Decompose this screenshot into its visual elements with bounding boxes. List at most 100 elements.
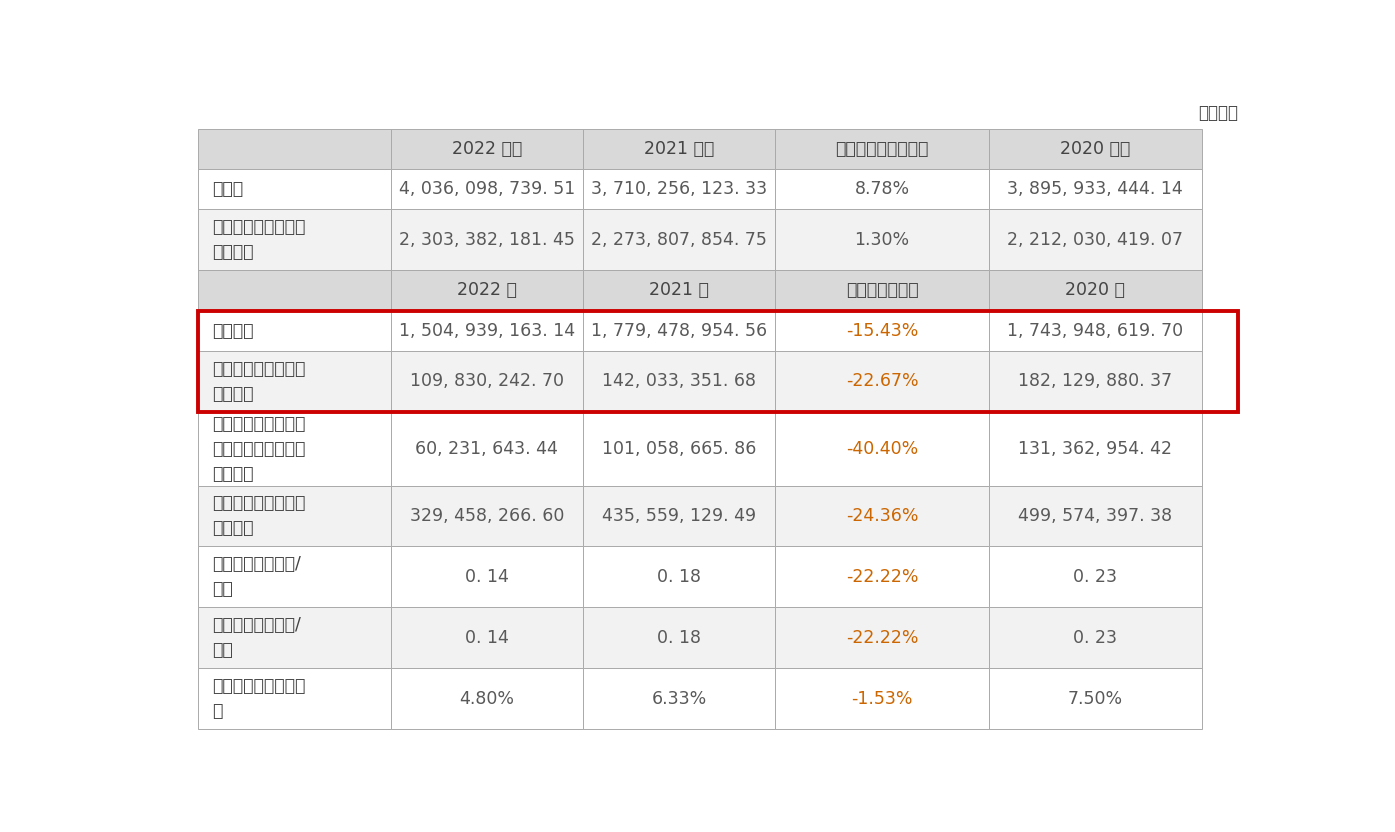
- Bar: [583, 412, 776, 486]
- Bar: [776, 412, 989, 486]
- Text: 归属于上市公司股东
的净资产: 归属于上市公司股东 的净资产: [212, 218, 306, 261]
- Text: 0. 18: 0. 18: [657, 567, 702, 586]
- Bar: [391, 607, 583, 668]
- Text: -15.43%: -15.43%: [845, 322, 918, 339]
- Bar: [583, 270, 776, 310]
- Text: 182, 129, 880. 37: 182, 129, 880. 37: [1018, 373, 1172, 390]
- Bar: [583, 129, 776, 169]
- Text: 7.50%: 7.50%: [1067, 690, 1123, 707]
- Text: 2, 212, 030, 419. 07: 2, 212, 030, 419. 07: [1007, 230, 1183, 249]
- Bar: [776, 210, 989, 270]
- Text: -24.36%: -24.36%: [845, 507, 918, 525]
- Text: 2, 303, 382, 181. 45: 2, 303, 382, 181. 45: [399, 230, 575, 249]
- Text: 109, 830, 242. 70: 109, 830, 242. 70: [410, 373, 564, 390]
- Text: 1, 743, 948, 619. 70: 1, 743, 948, 619. 70: [1007, 322, 1183, 339]
- Bar: [776, 607, 989, 668]
- Text: 归属于上市公司股东
的扣除非经常性损益
的净利润: 归属于上市公司股东 的扣除非经常性损益 的净利润: [212, 414, 306, 483]
- Bar: [583, 486, 776, 547]
- Bar: [989, 169, 1202, 210]
- Bar: [776, 270, 989, 310]
- Text: 2022 年末: 2022 年末: [452, 140, 522, 158]
- Text: 0. 14: 0. 14: [465, 567, 509, 586]
- Bar: [391, 547, 583, 607]
- Bar: [583, 310, 776, 351]
- Bar: [989, 607, 1202, 668]
- Text: 4.80%: 4.80%: [459, 690, 515, 707]
- Bar: [198, 486, 391, 547]
- Bar: [391, 129, 583, 169]
- Bar: [198, 351, 391, 412]
- Bar: [391, 412, 583, 486]
- Text: 总资产: 总资产: [212, 181, 243, 198]
- Bar: [989, 351, 1202, 412]
- Bar: [198, 547, 391, 607]
- Bar: [391, 310, 583, 351]
- Bar: [583, 351, 776, 412]
- Text: 60, 231, 643. 44: 60, 231, 643. 44: [416, 439, 558, 458]
- Text: 101, 058, 665. 86: 101, 058, 665. 86: [603, 439, 756, 458]
- Bar: [776, 547, 989, 607]
- Text: 2021 年: 2021 年: [649, 281, 709, 300]
- Bar: [776, 486, 989, 547]
- Text: 3, 895, 933, 444. 14: 3, 895, 933, 444. 14: [1007, 181, 1183, 198]
- Text: -22.22%: -22.22%: [845, 567, 918, 586]
- Bar: [198, 607, 391, 668]
- Text: 1, 504, 939, 163. 14: 1, 504, 939, 163. 14: [399, 322, 575, 339]
- Bar: [198, 169, 391, 210]
- Text: 2, 273, 807, 854. 75: 2, 273, 807, 854. 75: [591, 230, 767, 249]
- Bar: [198, 310, 391, 351]
- Text: 本年比上年增减: 本年比上年增减: [845, 281, 918, 300]
- Bar: [391, 351, 583, 412]
- Bar: [198, 210, 391, 270]
- Bar: [776, 668, 989, 729]
- Text: 基本每股收益（元/
股）: 基本每股收益（元/ 股）: [212, 555, 301, 598]
- Bar: [391, 169, 583, 210]
- Text: 加权平均净资产收益
率: 加权平均净资产收益 率: [212, 677, 306, 720]
- Bar: [583, 169, 776, 210]
- Bar: [583, 547, 776, 607]
- Text: 131, 362, 954. 42: 131, 362, 954. 42: [1018, 439, 1172, 458]
- Bar: [583, 210, 776, 270]
- Text: 0. 14: 0. 14: [465, 629, 509, 646]
- Text: 499, 574, 397. 38: 499, 574, 397. 38: [1018, 507, 1172, 525]
- Text: 单位：元: 单位：元: [1198, 104, 1239, 122]
- Bar: [391, 486, 583, 547]
- Bar: [989, 310, 1202, 351]
- Bar: [391, 270, 583, 310]
- Bar: [776, 169, 989, 210]
- Text: 4, 036, 098, 739. 51: 4, 036, 098, 739. 51: [399, 181, 575, 198]
- Bar: [776, 310, 989, 351]
- Bar: [989, 668, 1202, 729]
- Text: -22.67%: -22.67%: [845, 373, 918, 390]
- Text: 1, 779, 478, 954. 56: 1, 779, 478, 954. 56: [591, 322, 767, 339]
- Text: 142, 033, 351. 68: 142, 033, 351. 68: [603, 373, 756, 390]
- Text: -1.53%: -1.53%: [851, 690, 912, 707]
- Text: 0. 18: 0. 18: [657, 629, 702, 646]
- Bar: [198, 668, 391, 729]
- Bar: [989, 547, 1202, 607]
- Text: 稀释每股收益（元/
股）: 稀释每股收益（元/ 股）: [212, 617, 301, 659]
- Text: 2021 年末: 2021 年末: [644, 140, 714, 158]
- Text: 归属于上市公司股东
的净利润: 归属于上市公司股东 的净利润: [212, 360, 306, 403]
- Text: 2022 年: 2022 年: [456, 281, 516, 300]
- Bar: [776, 129, 989, 169]
- Bar: [989, 270, 1202, 310]
- Bar: [776, 351, 989, 412]
- Bar: [583, 668, 776, 729]
- Text: 0. 23: 0. 23: [1073, 567, 1117, 586]
- Bar: [198, 412, 391, 486]
- Text: 8.78%: 8.78%: [854, 181, 910, 198]
- Text: 1.30%: 1.30%: [854, 230, 910, 249]
- Text: -40.40%: -40.40%: [845, 439, 918, 458]
- Bar: [989, 412, 1202, 486]
- Text: 435, 559, 129. 49: 435, 559, 129. 49: [603, 507, 756, 525]
- Bar: [198, 129, 391, 169]
- Text: 经营活动产生的现金
流量净额: 经营活动产生的现金 流量净额: [212, 494, 306, 537]
- Bar: [391, 210, 583, 270]
- Bar: [989, 210, 1202, 270]
- Text: 6.33%: 6.33%: [651, 690, 707, 707]
- Text: 营业收入: 营业收入: [212, 322, 254, 339]
- Bar: [198, 310, 1239, 412]
- Text: 3, 710, 256, 123. 33: 3, 710, 256, 123. 33: [591, 181, 767, 198]
- Text: 329, 458, 266. 60: 329, 458, 266. 60: [410, 507, 564, 525]
